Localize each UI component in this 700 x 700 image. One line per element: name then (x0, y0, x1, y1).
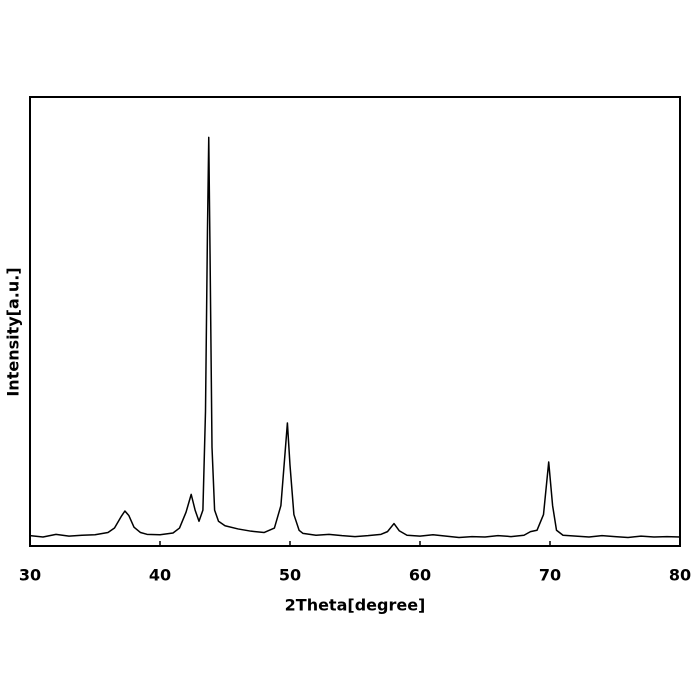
y-axis-label: Intensity[a.u.] (4, 267, 23, 396)
x-tick-label: 50 (279, 566, 301, 585)
x-tick-label: 30 (19, 566, 41, 585)
x-tick-label: 70 (539, 566, 561, 585)
x-tick-label: 60 (409, 566, 431, 585)
x-tick-label: 40 (149, 566, 171, 585)
xrd-line (29, 136, 681, 539)
x-tick-label: 80 (669, 566, 691, 585)
plot-frame (29, 96, 681, 547)
x-axis-label: 2Theta[degree] (285, 596, 426, 615)
